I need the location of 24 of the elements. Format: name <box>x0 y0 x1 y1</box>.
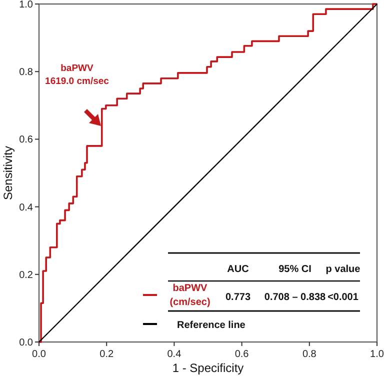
y-tick-label: 0.8 <box>19 67 34 78</box>
y-tick-label: 0.0 <box>19 338 34 348</box>
annotation: <0.001 <box>328 292 359 303</box>
x-tick-label: 0.2 <box>100 349 114 360</box>
annotation: p value <box>326 264 361 275</box>
y-tick-label: 0.6 <box>19 134 34 146</box>
annotation: AUC <box>227 264 249 275</box>
annotation: 0.773 <box>225 292 251 303</box>
x-axis-title: 1 - Specificity <box>172 361 244 375</box>
x-tick-label: 0.6 <box>234 349 250 360</box>
line-series <box>38 3 378 343</box>
y-tick-label: 0.2 <box>19 270 34 281</box>
y-tick-label: 0.4 <box>19 202 34 214</box>
legend-label: Reference line <box>177 320 246 331</box>
annotation: 95% CI <box>278 264 312 275</box>
annotation: baPWV 1619.0 cm/sec <box>45 63 109 87</box>
x-tick-label: 0.0 <box>32 349 46 360</box>
x-tick-label: 0.8 <box>302 349 317 360</box>
x-tick-label: 1.0 <box>370 349 384 360</box>
y-axis-title: Sensitivity <box>1 146 15 200</box>
x-tick-label: 0.4 <box>167 349 182 360</box>
legend-label: baPWV (cm/sec) <box>170 283 210 308</box>
y-tick-label: 1.0 <box>19 0 34 10</box>
annotation: 0.708 – 0.838 <box>264 292 326 303</box>
